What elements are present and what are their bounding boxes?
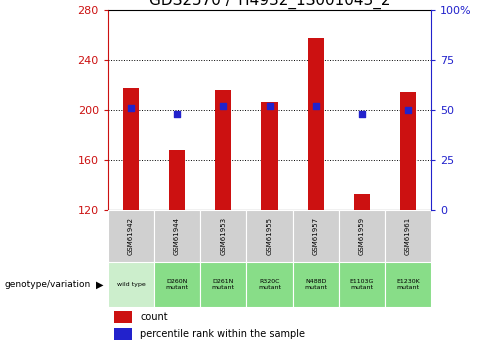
Bar xyxy=(114,311,132,323)
Bar xyxy=(308,38,324,210)
Text: D260N
mutant: D260N mutant xyxy=(166,279,189,290)
Text: E1230K
mutant: E1230K mutant xyxy=(396,279,420,290)
Bar xyxy=(169,150,185,210)
Title: GDS2570 / TI4932_1S001043_2: GDS2570 / TI4932_1S001043_2 xyxy=(149,0,390,9)
Text: GSM61961: GSM61961 xyxy=(405,217,411,255)
Text: GSM61942: GSM61942 xyxy=(128,217,134,255)
Bar xyxy=(339,210,385,262)
Text: R320C
mutant: R320C mutant xyxy=(258,279,281,290)
Bar xyxy=(123,88,139,210)
Bar xyxy=(293,210,339,262)
Text: GSM61944: GSM61944 xyxy=(174,217,180,255)
Bar xyxy=(200,262,246,307)
Point xyxy=(173,111,181,117)
Text: GSM61959: GSM61959 xyxy=(359,217,365,255)
Bar xyxy=(215,90,231,210)
Text: GSM61953: GSM61953 xyxy=(220,217,226,255)
Text: count: count xyxy=(140,312,168,322)
Bar xyxy=(354,194,370,210)
Point xyxy=(358,111,366,117)
Bar xyxy=(154,262,200,307)
Bar xyxy=(108,262,154,307)
Bar xyxy=(246,262,293,307)
Text: genotype/variation: genotype/variation xyxy=(5,280,91,289)
Bar xyxy=(385,262,431,307)
Point xyxy=(220,104,227,109)
Bar xyxy=(385,210,431,262)
Bar xyxy=(114,328,132,340)
Point xyxy=(266,104,273,109)
Bar xyxy=(200,210,246,262)
Text: GSM61955: GSM61955 xyxy=(267,217,272,255)
Text: ▶: ▶ xyxy=(96,279,103,289)
Point xyxy=(312,104,319,109)
Text: percentile rank within the sample: percentile rank within the sample xyxy=(140,329,305,339)
Bar xyxy=(108,210,154,262)
Text: wild type: wild type xyxy=(117,282,145,287)
Bar xyxy=(246,210,293,262)
Bar xyxy=(339,262,385,307)
Point xyxy=(404,108,412,113)
Text: E1103G
mutant: E1103G mutant xyxy=(350,279,374,290)
Point xyxy=(127,106,135,111)
Text: D261N
mutant: D261N mutant xyxy=(212,279,235,290)
Bar xyxy=(400,91,416,210)
Bar xyxy=(262,101,277,210)
Bar xyxy=(293,262,339,307)
Text: N488D
mutant: N488D mutant xyxy=(304,279,327,290)
Text: GSM61957: GSM61957 xyxy=(313,217,318,255)
Bar xyxy=(154,210,200,262)
